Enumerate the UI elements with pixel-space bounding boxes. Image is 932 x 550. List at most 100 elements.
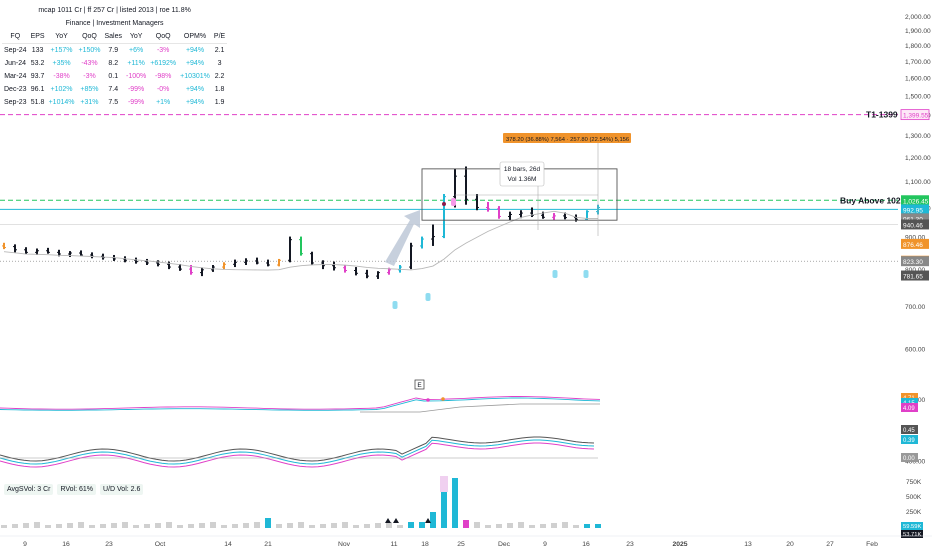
volume-bar xyxy=(573,525,579,528)
fund-cell: +35% xyxy=(52,60,71,67)
fund-cell: +94% xyxy=(185,99,205,106)
rs-dot-2 xyxy=(441,397,445,401)
volume-bar xyxy=(298,522,304,528)
fund-sector: Finance | Investment Managers xyxy=(65,20,164,27)
fund-cell: 7.5 xyxy=(108,99,119,106)
rs-tag xyxy=(901,403,918,412)
fund-row: Sep-23 51.8 +1014% +31% 7.5 -99% +1% +94% 1.9 xyxy=(2,96,227,109)
rs-line-magenta xyxy=(0,396,601,410)
volume-bar xyxy=(309,525,315,528)
volume-tag-text: 59.59K xyxy=(903,524,922,530)
volume-axis-label: 500K xyxy=(906,494,922,501)
price-tick-label: 1,900.00 xyxy=(905,28,931,35)
x-tick-label: 11 xyxy=(390,541,397,548)
volume-tag-text: 53.71K xyxy=(903,532,922,538)
volume-bar xyxy=(221,525,227,528)
volume-bar xyxy=(155,523,161,528)
volume-bar xyxy=(474,522,480,528)
x-tick-label: 27 xyxy=(826,541,834,548)
x-tick-label: 23 xyxy=(105,541,113,548)
fund-cell: 7.9 xyxy=(108,47,119,54)
price-tick-label: 1,300.00 xyxy=(905,133,931,140)
fund-cell: +6% xyxy=(129,47,144,54)
fund-cell: Sep-24 xyxy=(4,47,27,54)
fund-cell: +157% xyxy=(50,47,73,54)
fund-cell: +1% xyxy=(156,99,171,106)
fund-cell: 0.1 xyxy=(108,73,119,80)
fund-cell: -99% xyxy=(127,99,145,106)
price-tag-text: 823.30 xyxy=(903,259,923,266)
price-tick-label: 900.00 xyxy=(905,235,926,242)
fund-row: Sep-24 133 +157% +150% 7.9 +6% -3% +94% 2.1 xyxy=(2,44,227,58)
fund-cell: Mar-24 xyxy=(4,73,27,80)
price-tick-label: 1,500.00 xyxy=(905,93,931,100)
fund-header-cell: Sales xyxy=(102,30,124,44)
price-tag xyxy=(901,213,929,224)
price-tag-text: 992.95 xyxy=(903,207,923,214)
fund-cell: 2.2 xyxy=(214,73,225,80)
fund-cell: +1014% xyxy=(48,99,75,106)
price-tag-text: 1,026.45 xyxy=(903,198,929,205)
price-tag xyxy=(901,195,929,206)
fund-sector-row: Finance | Investment Managers xyxy=(2,17,227,30)
fund-cell: Jun-24 xyxy=(4,60,26,67)
pivot-marker xyxy=(552,270,558,278)
volume-bar xyxy=(342,522,348,528)
fund-header-cell: FQ xyxy=(2,30,29,44)
price-tick-label: 1,100.00 xyxy=(905,179,931,186)
osc-line-magenta xyxy=(0,442,595,468)
x-tick-label: 2025 xyxy=(672,541,687,548)
price-tick-label: 2,000.00 xyxy=(905,14,931,21)
volume-marker xyxy=(385,518,391,523)
fund-header-cell: YoY xyxy=(124,30,149,44)
earnings-marker-label: E xyxy=(417,382,422,389)
volume-bar xyxy=(408,522,414,528)
volume-bar xyxy=(364,524,370,528)
buy-label: Buy Above 1026 xyxy=(840,195,906,205)
osc-tag xyxy=(901,435,918,444)
pivot-dot xyxy=(442,202,446,206)
fund-header-cell: YoY xyxy=(46,30,77,44)
pivot-marker-high xyxy=(451,198,456,206)
volume-bar xyxy=(496,524,502,528)
price-tag xyxy=(901,270,929,281)
fund-cell: 133 xyxy=(31,47,44,54)
x-tick-label: 20 xyxy=(786,541,794,548)
rvol-badge: RVol: 61% xyxy=(57,484,97,495)
range-box-label-bg xyxy=(499,161,545,187)
volume-bar xyxy=(56,524,62,528)
volume-bar xyxy=(584,524,590,528)
fund-cell: 96.1 xyxy=(30,86,45,93)
volume-bar xyxy=(529,525,535,528)
fund-cell: +94% xyxy=(185,86,205,93)
fund-cell: Dec-23 xyxy=(4,86,27,93)
volume-bar xyxy=(320,524,326,528)
x-tick-label: Nov xyxy=(338,541,351,548)
osc-tag xyxy=(901,425,918,434)
fund-header-cell: OPM% xyxy=(178,30,212,44)
fund-cell: 51.8 xyxy=(30,99,45,106)
volume-bar xyxy=(188,524,194,528)
fund-cell: +10301% xyxy=(180,73,210,80)
fund-cell: 93.7 xyxy=(30,73,45,80)
volume-bar xyxy=(243,523,249,528)
volume-bar xyxy=(111,523,117,528)
volume-highlight xyxy=(440,476,448,492)
fund-header-cell: QoQ xyxy=(76,30,103,44)
price-tag xyxy=(901,219,929,230)
volume-bar xyxy=(485,525,491,528)
rs-tag xyxy=(901,398,918,407)
volume-bar xyxy=(441,492,447,528)
volume-bar xyxy=(89,525,95,528)
fund-header-row: FQ EPS YoY QoQ Sales YoY QoQ OPM% P/E xyxy=(2,30,228,44)
moving-average-line xyxy=(3,210,598,271)
price-tag xyxy=(901,256,929,267)
price-tag-text: 876.46 xyxy=(903,242,923,249)
volume-bar xyxy=(507,523,513,528)
fund-cell: +94% xyxy=(185,60,205,67)
fund-cell: +94% xyxy=(185,47,205,54)
pivot-marker xyxy=(583,270,589,278)
volume-bar xyxy=(67,523,73,528)
volume-bar xyxy=(199,523,205,528)
